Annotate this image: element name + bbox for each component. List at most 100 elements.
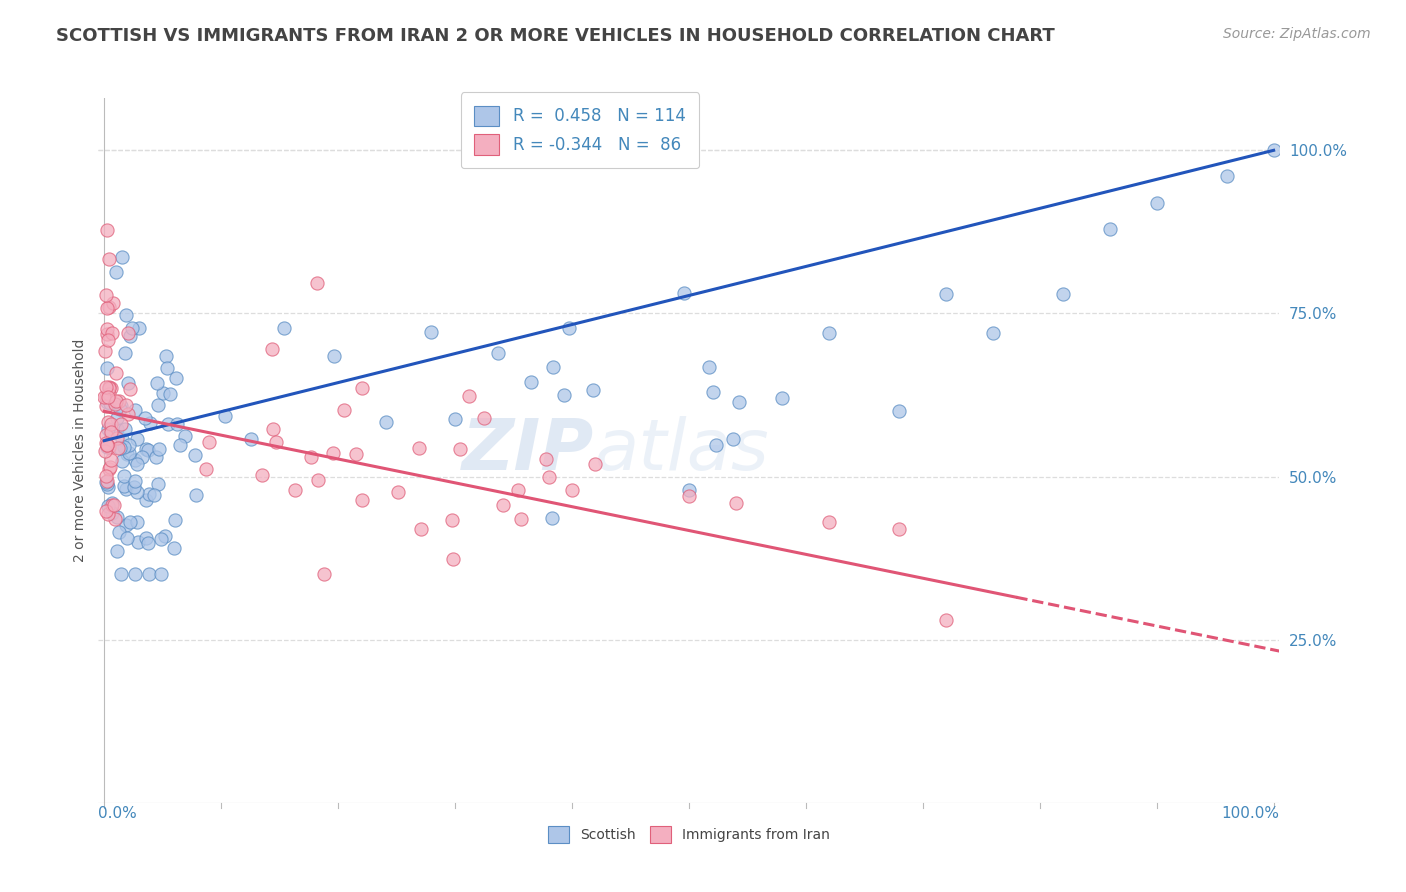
- Point: [111, 432, 134, 446]
- Point: [702, 385, 724, 400]
- Point: [678, 483, 700, 497]
- Point: [444, 411, 467, 425]
- Point: [153, 529, 176, 543]
- Point: [96, 322, 118, 336]
- Point: [138, 486, 160, 500]
- Y-axis label: 2 or more Vehicles in Household: 2 or more Vehicles in Household: [73, 339, 87, 562]
- Point: [159, 386, 181, 401]
- Point: [124, 402, 146, 417]
- Point: [98, 460, 121, 475]
- Point: [96, 438, 118, 452]
- Point: [98, 381, 121, 395]
- Point: [105, 393, 128, 408]
- Point: [117, 407, 139, 421]
- Point: [94, 436, 117, 450]
- Point: [104, 511, 127, 525]
- Point: [100, 380, 122, 394]
- Point: [118, 446, 141, 460]
- Point: [96, 499, 118, 513]
- Point: [96, 395, 118, 409]
- Text: SCOTTISH VS IMMIGRANTS FROM IRAN 2 OR MORE VEHICLES IN HOUSEHOLD CORRELATION CHA: SCOTTISH VS IMMIGRANTS FROM IRAN 2 OR MO…: [56, 27, 1054, 45]
- Point: [96, 326, 118, 341]
- Point: [112, 479, 135, 493]
- Point: [305, 277, 328, 291]
- Point: [583, 457, 606, 471]
- Point: [152, 386, 174, 401]
- Point: [96, 428, 118, 442]
- Legend: Scottish, Immigrants from Iran: Scottish, Immigrants from Iran: [543, 821, 835, 848]
- Point: [112, 468, 135, 483]
- Point: [146, 376, 169, 391]
- Point: [155, 360, 177, 375]
- Point: [704, 437, 727, 451]
- Point: [115, 531, 138, 545]
- Point: [935, 613, 957, 627]
- Point: [98, 379, 121, 393]
- Point: [100, 425, 122, 440]
- Point: [96, 391, 118, 405]
- Text: 100.0%: 100.0%: [1222, 806, 1279, 822]
- Point: [1216, 169, 1239, 184]
- Point: [117, 376, 139, 390]
- Point: [818, 326, 841, 340]
- Point: [138, 567, 160, 582]
- Point: [1098, 221, 1121, 235]
- Point: [441, 513, 464, 527]
- Point: [94, 390, 117, 404]
- Point: [534, 451, 557, 466]
- Point: [96, 223, 118, 237]
- Point: [491, 498, 513, 512]
- Point: [105, 265, 128, 279]
- Point: [197, 435, 219, 450]
- Point: [148, 442, 170, 457]
- Point: [107, 441, 129, 455]
- Point: [163, 512, 186, 526]
- Point: [117, 326, 139, 340]
- Point: [1052, 286, 1074, 301]
- Point: [115, 447, 138, 461]
- Point: [101, 326, 124, 341]
- Point: [138, 416, 160, 430]
- Point: [98, 252, 121, 266]
- Point: [143, 488, 166, 502]
- Point: [105, 366, 128, 380]
- Point: [98, 300, 121, 314]
- Point: [105, 411, 128, 425]
- Point: [96, 301, 118, 316]
- Point: [165, 371, 187, 385]
- Point: [96, 360, 118, 375]
- Point: [112, 440, 135, 454]
- Text: Source: ZipAtlas.com: Source: ZipAtlas.com: [1223, 27, 1371, 41]
- Point: [150, 533, 173, 547]
- Point: [214, 409, 236, 424]
- Point: [108, 524, 131, 539]
- Point: [332, 403, 354, 417]
- Point: [135, 493, 157, 508]
- Point: [131, 450, 153, 464]
- Point: [124, 474, 146, 488]
- Point: [553, 388, 575, 402]
- Point: [184, 488, 207, 502]
- Point: [322, 446, 344, 460]
- Point: [135, 531, 157, 545]
- Point: [163, 541, 186, 555]
- Point: [96, 400, 118, 414]
- Point: [114, 308, 136, 322]
- Point: [166, 417, 188, 431]
- Point: [1263, 144, 1285, 158]
- Point: [111, 250, 134, 264]
- Point: [100, 453, 122, 467]
- Point: [98, 387, 121, 401]
- Point: [96, 469, 118, 483]
- Point: [240, 432, 263, 446]
- Point: [173, 429, 195, 443]
- Point: [273, 320, 295, 334]
- Point: [110, 454, 132, 468]
- Point: [97, 480, 120, 494]
- Point: [411, 522, 433, 536]
- Point: [97, 333, 120, 347]
- Point: [727, 394, 749, 409]
- Point: [101, 507, 124, 521]
- Point: [96, 475, 118, 490]
- Point: [195, 462, 218, 476]
